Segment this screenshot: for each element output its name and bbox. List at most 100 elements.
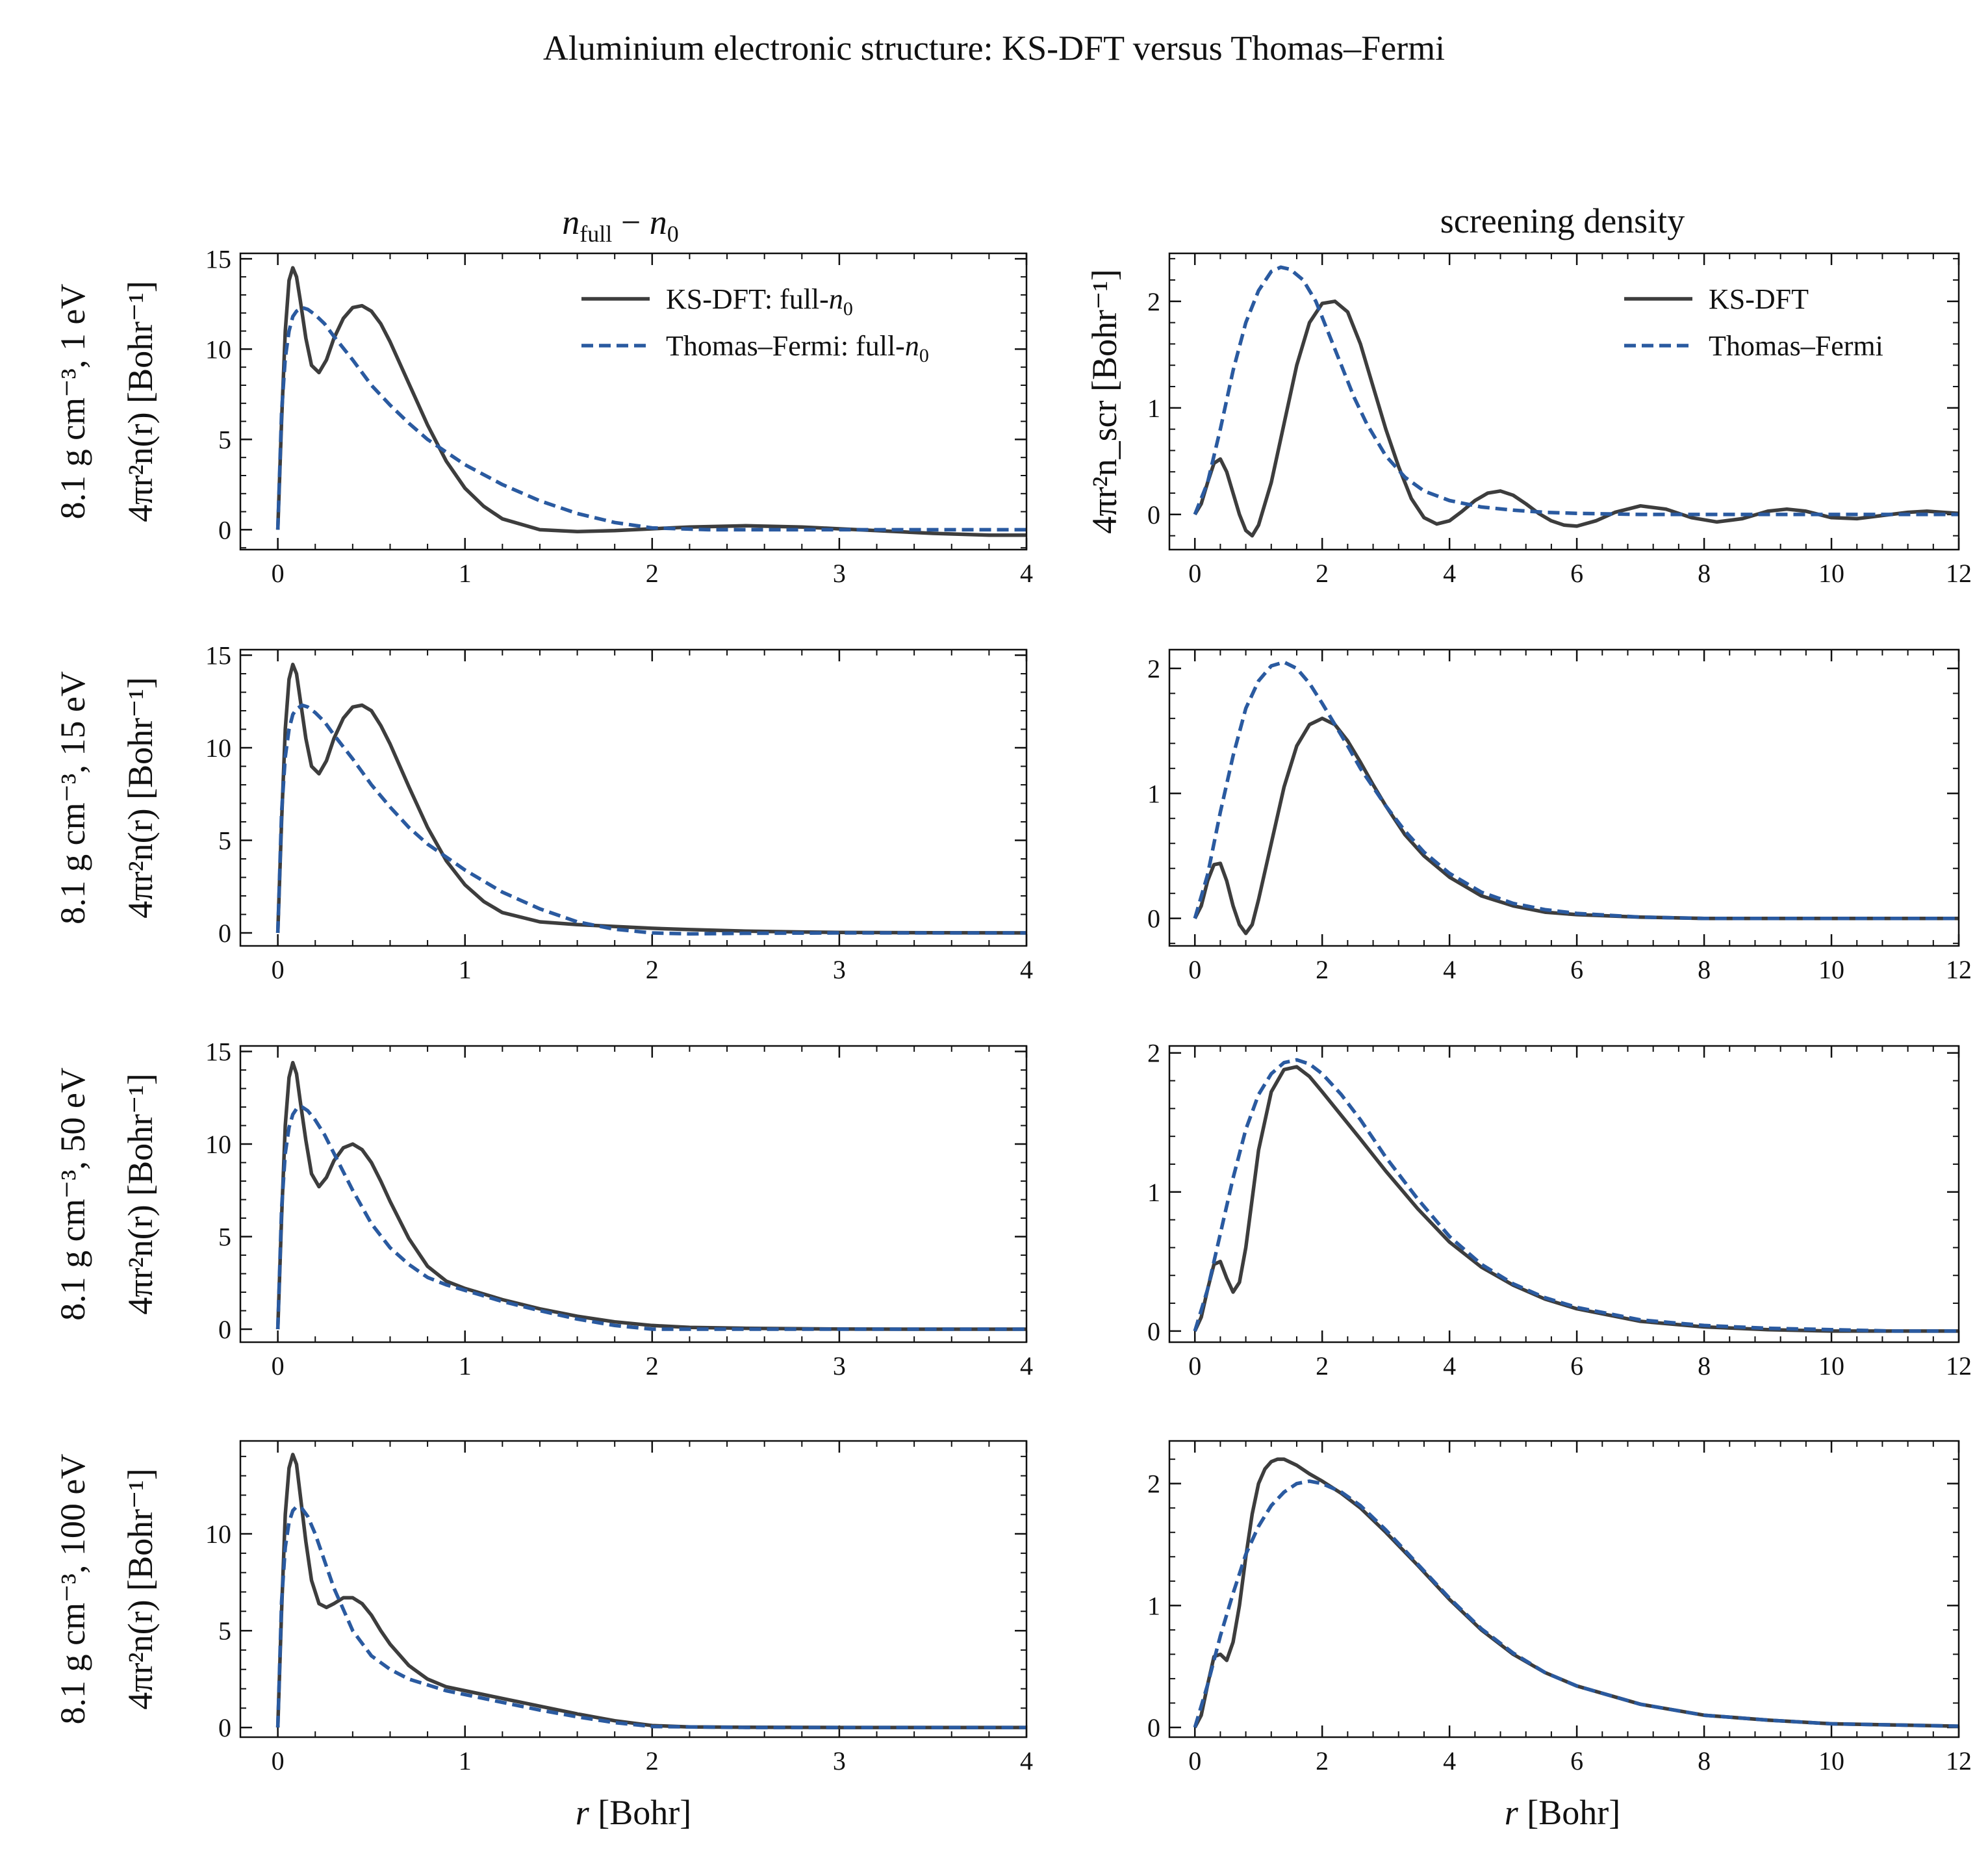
x-tick-label: 2 bbox=[1316, 955, 1329, 984]
series-line-thomas-fermi bbox=[1193, 1479, 1959, 1728]
x-tick-label: 2 bbox=[646, 955, 659, 984]
y-tick-label: 0 bbox=[1147, 904, 1160, 934]
series-line-ks-dft bbox=[275, 1060, 1026, 1331]
y-tick-label: 10 bbox=[205, 335, 231, 364]
y-tick-label: 0 bbox=[218, 919, 231, 948]
x-tick-label: 12 bbox=[1946, 1746, 1972, 1776]
x-tick-label: 0 bbox=[272, 1746, 285, 1776]
x-tick-label: 12 bbox=[1946, 559, 1972, 588]
y-axis-label-left: 4πr²n(r) [Bohr⁻¹] bbox=[121, 281, 160, 522]
figure-title: Aluminium electronic structure: KS-DFT v… bbox=[543, 29, 1445, 68]
y-tick-label: 5 bbox=[218, 1223, 231, 1252]
y-tick-label: 0 bbox=[218, 515, 231, 544]
legend-label: KS-DFT: full-n0 bbox=[666, 283, 853, 320]
axes-frame bbox=[239, 648, 1028, 947]
x-tick-label: 8 bbox=[1698, 955, 1711, 984]
legend-label: KS-DFT bbox=[1709, 283, 1809, 315]
x-axis-label-left: r [Bohr] bbox=[576, 1793, 691, 1832]
x-tick-label: 4 bbox=[1020, 559, 1033, 588]
y-tick-label: 1 bbox=[1147, 779, 1160, 808]
x-tick-label: 0 bbox=[1188, 955, 1201, 984]
series-line-thomas-fermi bbox=[275, 703, 1026, 936]
x-tick-label: 2 bbox=[646, 559, 659, 588]
panel-row2-left: 0 1 2 3 4 0 5 10 15 bbox=[205, 641, 1033, 984]
y-tick-label: 2 bbox=[1147, 1039, 1160, 1068]
x-tick-label: 2 bbox=[1316, 1351, 1329, 1381]
x-tick-label: 10 bbox=[1818, 955, 1844, 984]
x-tick-label: 8 bbox=[1698, 1351, 1711, 1381]
y-tick-label: 2 bbox=[1147, 287, 1160, 316]
x-tick-label: 4 bbox=[1020, 955, 1033, 984]
row-label: 8.1 g cm⁻³, 15 eV bbox=[53, 671, 92, 924]
x-tick-label: 2 bbox=[1316, 1746, 1329, 1776]
x-tick-label: 4 bbox=[1443, 1351, 1456, 1381]
y-tick-label: 10 bbox=[205, 1130, 231, 1159]
x-tick-label: 0 bbox=[272, 559, 285, 588]
y-tick-label: 10 bbox=[205, 733, 231, 763]
x-tick-label: 1 bbox=[459, 1351, 472, 1381]
x-tick-label: 0 bbox=[1188, 559, 1201, 588]
series-line-ks-dft bbox=[275, 663, 1026, 935]
x-tick-label: 2 bbox=[1316, 559, 1329, 588]
x-tick-label: 10 bbox=[1818, 1746, 1844, 1776]
row-label: 8.1 g cm⁻³, 100 eV bbox=[53, 1454, 92, 1725]
series-line-thomas-fermi bbox=[275, 1105, 1026, 1331]
x-tick-label: 4 bbox=[1443, 1746, 1456, 1776]
series-line-thomas-fermi bbox=[275, 1505, 1026, 1729]
y-tick-label: 0 bbox=[1147, 1713, 1160, 1742]
x-tick-label: 4 bbox=[1020, 1746, 1033, 1776]
x-tick-label: 3 bbox=[833, 1351, 846, 1381]
series-line-ks-dft bbox=[275, 1453, 1026, 1729]
x-tick-label: 6 bbox=[1570, 1351, 1583, 1381]
x-tick-label: 0 bbox=[1188, 1746, 1201, 1776]
y-tick-label: 15 bbox=[205, 1037, 231, 1067]
y-axis-label-left: 4πr²n(r) [Bohr⁻¹] bbox=[121, 1073, 160, 1315]
axes-frame bbox=[1168, 252, 1960, 551]
series-line-ks-dft bbox=[275, 266, 1026, 537]
x-tick-label: 3 bbox=[833, 955, 846, 984]
x-tick-label: 3 bbox=[833, 559, 846, 588]
axes-frame bbox=[1168, 648, 1960, 947]
x-tick-label: 6 bbox=[1570, 1746, 1583, 1776]
x-tick-label: 0 bbox=[272, 1351, 285, 1381]
x-tick-label: 4 bbox=[1020, 1351, 1033, 1381]
x-tick-label: 12 bbox=[1946, 1351, 1972, 1381]
y-axis-label-right: 4πr²n_scr [Bohr⁻¹] bbox=[1085, 269, 1124, 534]
series-line-ks-dft bbox=[1193, 299, 1959, 538]
x-tick-label: 3 bbox=[833, 1746, 846, 1776]
x-tick-label: 6 bbox=[1570, 955, 1583, 984]
x-tick-label: 12 bbox=[1946, 955, 1972, 984]
y-axis-label-left: 4πr²n(r) [Bohr⁻¹] bbox=[121, 1468, 160, 1710]
x-tick-label: 2 bbox=[646, 1351, 659, 1381]
column-title-right: screening density bbox=[1440, 201, 1685, 240]
y-tick-label: 0 bbox=[1147, 500, 1160, 529]
x-tick-label: 2 bbox=[646, 1746, 659, 1776]
y-tick-label: 5 bbox=[218, 425, 231, 454]
x-axis-label-right: r [Bohr] bbox=[1505, 1793, 1620, 1832]
axes-frame bbox=[1168, 1045, 1960, 1343]
legend-label: Thomas–Fermi: full-n0 bbox=[666, 330, 929, 366]
series-line-ks-dft bbox=[1193, 717, 1959, 936]
panel-row3-left: 0 1 2 3 4 0 5 10 15 bbox=[205, 1037, 1033, 1381]
series-line-thomas-fermi bbox=[1193, 660, 1959, 921]
x-tick-label: 10 bbox=[1818, 1351, 1844, 1381]
axes-frame bbox=[1168, 1440, 1960, 1738]
y-tick-label: 15 bbox=[205, 244, 231, 274]
x-tick-label: 10 bbox=[1818, 559, 1844, 588]
y-tick-label: 0 bbox=[218, 1315, 231, 1344]
series-line-ks-dft bbox=[1193, 1065, 1959, 1333]
x-tick-label: 8 bbox=[1698, 559, 1711, 588]
y-tick-label: 1 bbox=[1147, 394, 1160, 423]
x-tick-label: 4 bbox=[1443, 955, 1456, 984]
panel-row1-left: 0 1 2 3 4 0 5 10 15 KS-DFT: full-n0 Thomas–Fermi: … bbox=[205, 244, 1033, 588]
series-line-thomas-fermi bbox=[275, 305, 1026, 532]
x-tick-label: 6 bbox=[1570, 559, 1583, 588]
row-label: 8.1 g cm⁻³, 50 eV bbox=[53, 1067, 92, 1321]
x-tick-label: 0 bbox=[1188, 1351, 1201, 1381]
axes-frame bbox=[239, 1440, 1028, 1738]
